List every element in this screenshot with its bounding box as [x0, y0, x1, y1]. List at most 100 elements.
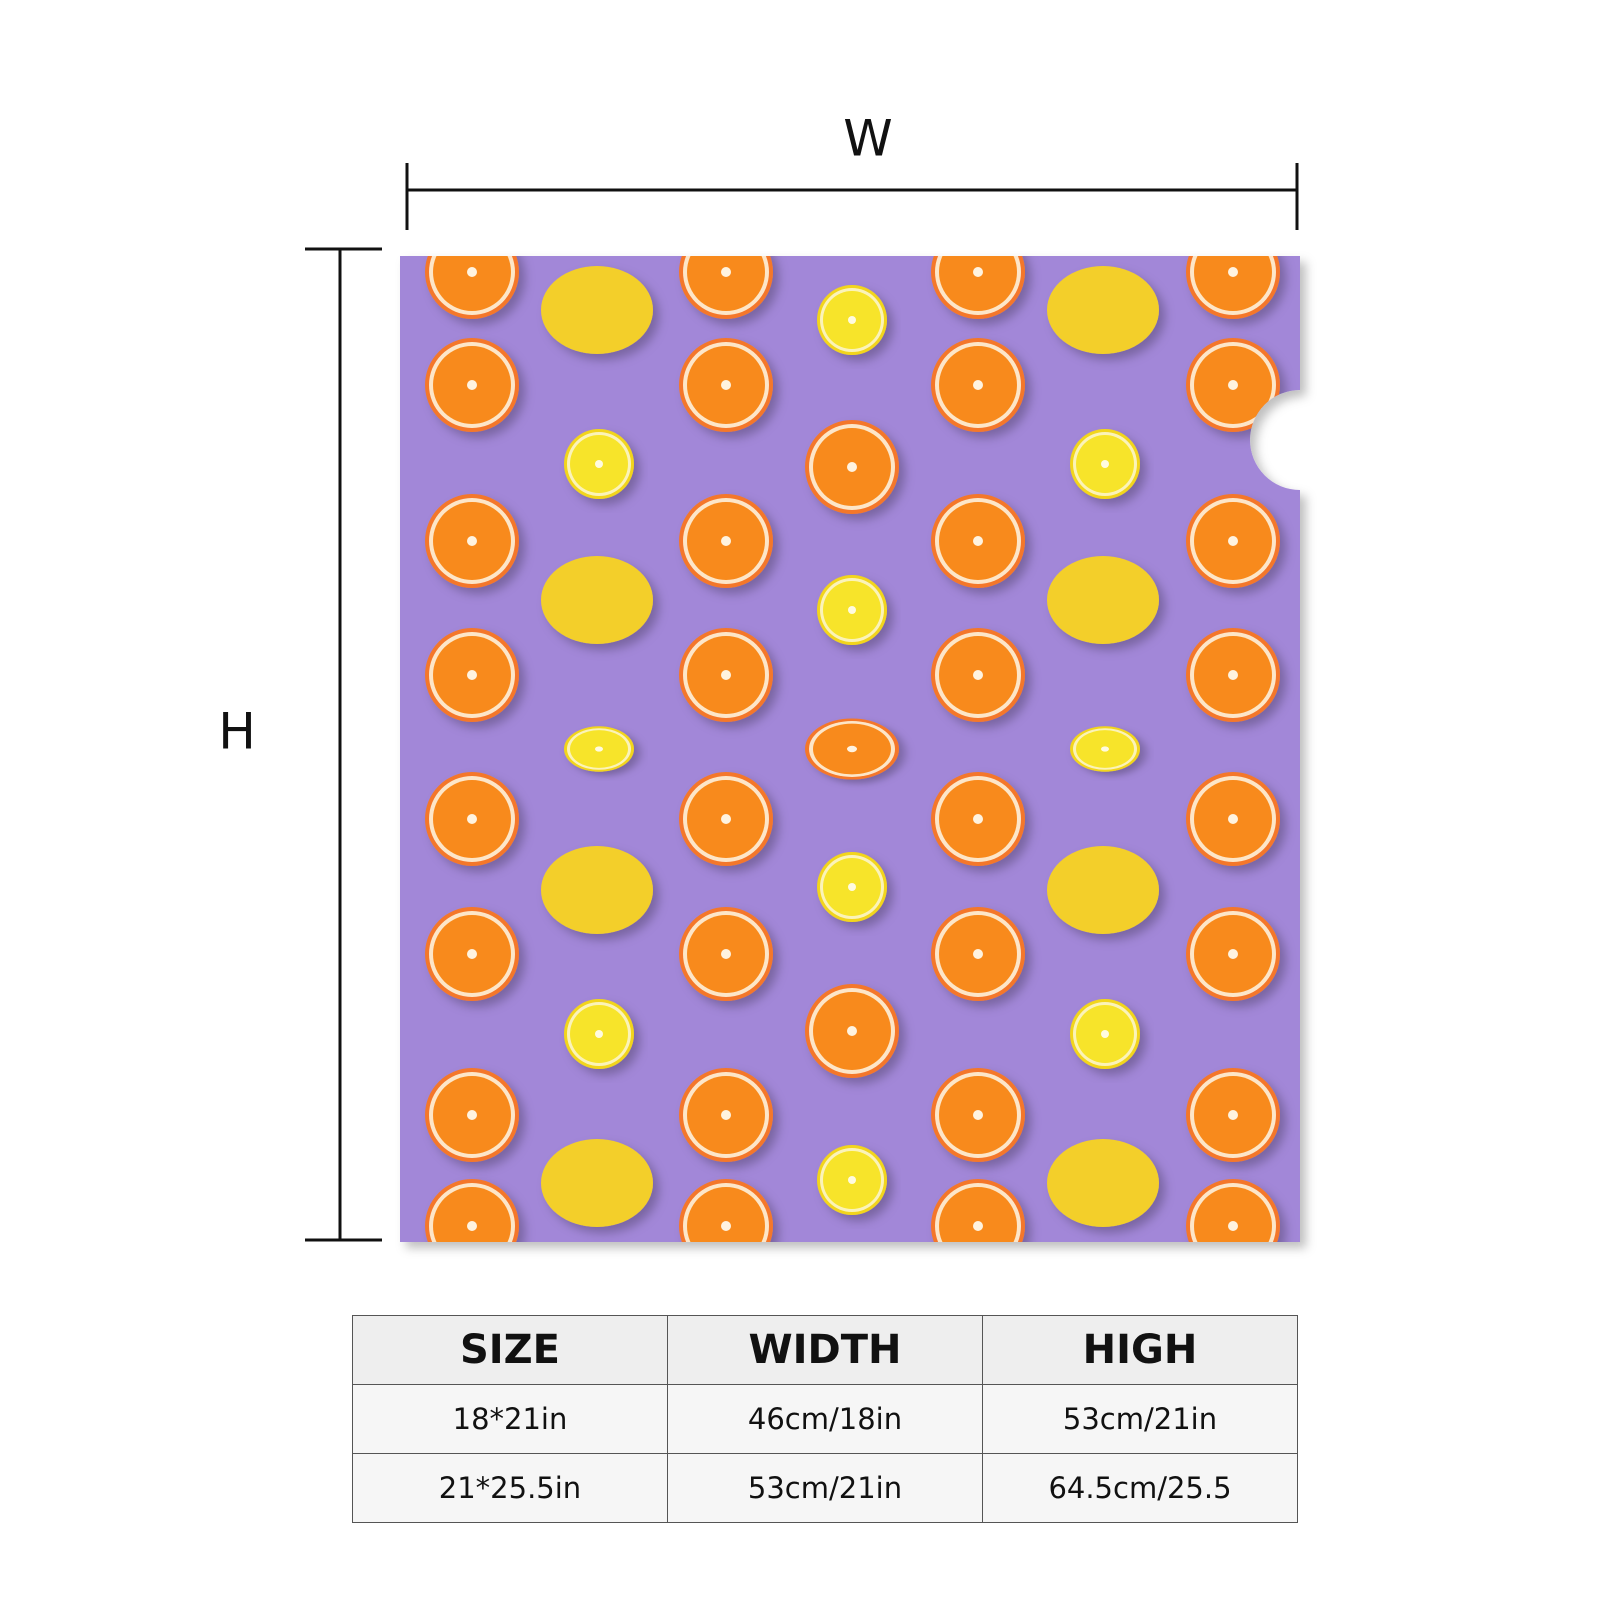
- lemon-core: [595, 460, 603, 468]
- orange-slice: [931, 907, 1025, 1001]
- table-row: 21*25.5in 53cm/21in 64.5cm/25.5: [352, 1453, 1298, 1523]
- whole-lemon: [1047, 846, 1159, 934]
- orange-core: [721, 1221, 731, 1231]
- orange-core: [721, 949, 731, 959]
- orange-core: [1228, 814, 1238, 824]
- height-label: H: [218, 703, 256, 761]
- orange-slice: [679, 338, 773, 432]
- lemon-slice: [817, 1145, 887, 1215]
- orange-slice: [931, 494, 1025, 588]
- lemon-slice: [564, 999, 634, 1069]
- table-cell: 21*25.5in: [352, 1453, 668, 1523]
- lemon-core: [1101, 746, 1109, 752]
- table-cell: 53cm/21in: [667, 1453, 983, 1523]
- table-row: 18*21in 46cm/18in 53cm/21in: [352, 1384, 1298, 1454]
- orange-core: [973, 536, 983, 546]
- orange-slice: [1186, 772, 1280, 866]
- lemon-core: [848, 883, 856, 891]
- orange-slice: [679, 494, 773, 588]
- orange-slice: [1186, 494, 1280, 588]
- lemon-core: [848, 316, 856, 324]
- orange-slice: [679, 628, 773, 722]
- orange-slice: [679, 772, 773, 866]
- table-cell: 18*21in: [352, 1384, 668, 1454]
- lemon-core: [1101, 460, 1109, 468]
- orange-slice: [931, 256, 1025, 319]
- orange-core: [973, 1110, 983, 1120]
- width-label: W: [843, 110, 892, 168]
- lemon-slice: [1070, 429, 1140, 499]
- orange-core: [1228, 670, 1238, 680]
- orange-core: [1228, 267, 1238, 277]
- orange-slice: [805, 420, 899, 514]
- orange-slice: [931, 1068, 1025, 1162]
- orange-slice: [425, 628, 519, 722]
- table-cell: 64.5cm/25.5: [982, 1453, 1298, 1523]
- lemon-slice: [817, 852, 887, 922]
- orange-core: [721, 670, 731, 680]
- table-cell: 53cm/21in: [982, 1384, 1298, 1454]
- orange-slice: [931, 1179, 1025, 1242]
- orange-slice: [1186, 907, 1280, 1001]
- orange-core: [847, 1026, 857, 1036]
- orange-core: [721, 814, 731, 824]
- orange-core: [1228, 380, 1238, 390]
- orange-core: [467, 1221, 477, 1231]
- lemon-slice: [564, 429, 634, 499]
- orange-core: [973, 380, 983, 390]
- orange-slice: [425, 772, 519, 866]
- table-cell: 46cm/18in: [667, 1384, 983, 1454]
- orange-slice: [931, 338, 1025, 432]
- orange-slice: [425, 1179, 519, 1242]
- product-panel: [400, 256, 1300, 1242]
- orange-core: [467, 1110, 477, 1120]
- orange-core: [1228, 536, 1238, 546]
- lemon-core: [595, 1030, 603, 1038]
- orange-core: [847, 745, 857, 753]
- orange-slice: [1186, 1179, 1280, 1242]
- orange-core: [467, 949, 477, 959]
- orange-core: [721, 1110, 731, 1120]
- whole-lemon: [1047, 1139, 1159, 1227]
- orange-slice: [425, 338, 519, 432]
- orange-core: [1228, 1221, 1238, 1231]
- lemon-slice: [1070, 726, 1140, 772]
- orange-slice: [425, 1068, 519, 1162]
- whole-lemon: [1047, 266, 1159, 354]
- orange-core: [467, 267, 477, 277]
- orange-core: [721, 267, 731, 277]
- header-cell: HIGH: [982, 1315, 1298, 1385]
- orange-core: [721, 380, 731, 390]
- size-table: SIZE WIDTH HIGH 18*21in 46cm/18in 53cm/2…: [352, 1315, 1298, 1523]
- whole-lemon: [1047, 556, 1159, 644]
- orange-slice: [1186, 628, 1280, 722]
- orange-core: [721, 536, 731, 546]
- orange-core: [973, 949, 983, 959]
- orange-core: [973, 814, 983, 824]
- header-cell: WIDTH: [667, 1315, 983, 1385]
- whole-lemon: [541, 266, 653, 354]
- orange-core: [467, 670, 477, 680]
- orange-slice: [1186, 256, 1280, 319]
- orange-core: [1228, 949, 1238, 959]
- orange-slice: [1186, 1068, 1280, 1162]
- lemon-slice: [817, 575, 887, 645]
- orange-slice: [425, 256, 519, 319]
- orange-core: [973, 267, 983, 277]
- orange-core: [1228, 1110, 1238, 1120]
- orange-slice: [805, 718, 899, 780]
- lemon-slice: [817, 285, 887, 355]
- fruit-pattern: [425, 256, 1280, 1242]
- orange-slice: [931, 628, 1025, 722]
- orange-core: [847, 462, 857, 472]
- header-cell: SIZE: [352, 1315, 668, 1385]
- orange-slice: [1186, 338, 1280, 432]
- whole-lemon: [541, 846, 653, 934]
- orange-core: [973, 670, 983, 680]
- lemon-slice: [1070, 999, 1140, 1069]
- orange-core: [467, 380, 477, 390]
- orange-slice: [931, 772, 1025, 866]
- orange-slice: [679, 1068, 773, 1162]
